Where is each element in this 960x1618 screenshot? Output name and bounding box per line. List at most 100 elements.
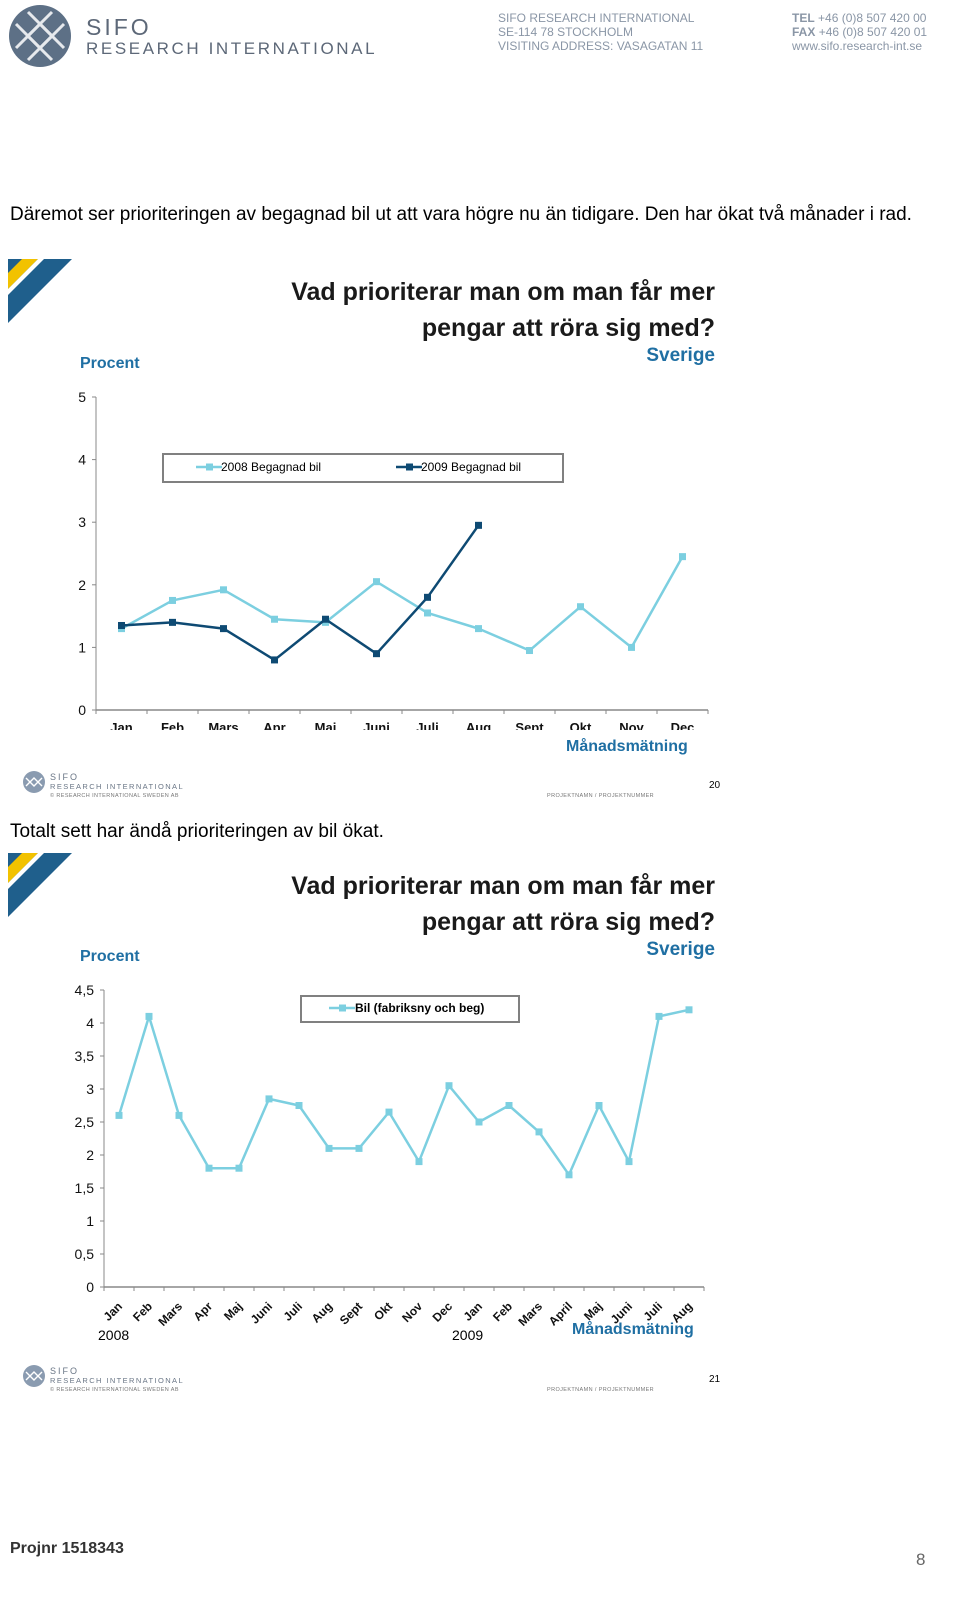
project-number: Projnr 1518343 xyxy=(10,1540,124,1557)
data-point xyxy=(220,586,227,594)
data-point xyxy=(475,521,482,529)
slide1-title-line1: Vad prioriterar man om man får mer xyxy=(291,278,715,306)
data-point xyxy=(595,1102,603,1109)
x-tick-label: Okt xyxy=(371,1299,395,1323)
data-point xyxy=(565,1171,573,1179)
slide1-x-label: Månadsmätning xyxy=(566,738,688,755)
y-tick-label: 0 xyxy=(86,1279,94,1295)
slide2-chart: 00,511,522,533,544,5 Jan Feb Mars Apr Maj Jun… xyxy=(75,982,705,1329)
x-tick-label: April xyxy=(546,1299,575,1328)
x-tick-label: Jan xyxy=(110,720,132,730)
y-tick-label: 4 xyxy=(86,1015,94,1031)
x-tick-label: Jan xyxy=(101,1299,126,1324)
x-tick-label: Jan xyxy=(461,1299,486,1324)
data-point xyxy=(535,1128,543,1136)
x-tick-label: Mars xyxy=(155,1299,185,1329)
data-point xyxy=(169,618,176,626)
legend-label-2009: 2009 Begagnad bil xyxy=(421,460,522,474)
fax-line: FAX +46 (0)8 507 420 01 xyxy=(792,25,927,40)
footer1-company: SIFO xyxy=(50,772,80,782)
logo-line2: RESEARCH INTERNATIONAL xyxy=(86,39,378,58)
tel-line: TEL +46 (0)8 507 420 00 xyxy=(792,11,926,26)
footer2-company2: RESEARCH INTERNATIONAL xyxy=(50,1376,185,1385)
x-tick-label: Juli xyxy=(416,720,438,730)
x-tick-label: Feb xyxy=(490,1299,515,1324)
data-point xyxy=(526,647,533,655)
slide1-chart: 0 1 2 3 4 5 Jan Feb Mars Apr Maj Juni Juli Aug Sept Ok… xyxy=(78,389,709,730)
data-point xyxy=(424,593,431,601)
footer2-project: PROJEKTNAMN / PROJEKTNUMMER xyxy=(547,1387,655,1393)
corner-flag-icon xyxy=(8,853,72,917)
y-tick-label: 0,5 xyxy=(75,1246,95,1262)
y-tick-label: 2 xyxy=(78,577,86,593)
data-point xyxy=(628,643,635,651)
fax-number: +46 (0)8 507 420 01 xyxy=(818,25,928,39)
x-tick-label: Apr xyxy=(191,1299,216,1324)
data-point xyxy=(145,1012,153,1020)
series-line-1 xyxy=(120,556,684,652)
x-tick-label: Okt xyxy=(570,720,592,730)
tel-label: TEL xyxy=(792,11,815,25)
slide2-year-2008: 2008 xyxy=(98,1327,130,1343)
data-point xyxy=(322,615,329,623)
y-tick-label: 1 xyxy=(78,639,86,655)
x-tick-label: Sept xyxy=(337,1299,365,1327)
footer1-project: PROJEKTNAMN / PROJEKTNUMMER xyxy=(547,793,655,799)
data-point xyxy=(385,1108,393,1116)
y-tick-label: 4 xyxy=(78,452,86,468)
x-tick-label: Apr xyxy=(263,720,285,730)
y-tick-label: 0 xyxy=(78,702,86,718)
data-point xyxy=(355,1144,363,1152)
y-tick-label: 1,5 xyxy=(75,1180,95,1196)
data-point xyxy=(625,1158,633,1166)
data-point xyxy=(220,625,227,633)
slide1-page-number: 20 xyxy=(709,780,721,791)
intro-paragraph-1: Däremot ser prioriteringen av begagnad b… xyxy=(10,204,912,225)
visiting-address: VISITING ADDRESS: VASAGATAN 11 xyxy=(498,39,704,53)
x-tick-label: Dec xyxy=(671,720,695,730)
x-tick-label: Maj xyxy=(315,720,337,730)
fax-label: FAX xyxy=(792,25,816,39)
website-link[interactable]: www.sifo.research-int.se xyxy=(792,39,923,53)
data-point xyxy=(505,1102,513,1109)
postal-address: SE-114 78 STOCKHOLM xyxy=(498,25,633,39)
data-point xyxy=(295,1102,303,1109)
footer-logo-icon xyxy=(23,771,45,793)
company-name: SIFO RESEARCH INTERNATIONAL xyxy=(498,11,695,25)
data-point xyxy=(115,1111,123,1119)
x-tick-label: Juli xyxy=(281,1299,306,1324)
data-point xyxy=(655,1012,663,1020)
slide2-legend: Bil (fabriksny och beg) xyxy=(300,995,520,1023)
slide2-y-unit: Procent xyxy=(80,948,140,965)
data-point xyxy=(118,621,125,629)
x-tick-label: Juni xyxy=(363,720,390,730)
x-tick-label: Feb xyxy=(130,1299,155,1324)
y-tick-label: 3 xyxy=(86,1081,94,1097)
data-point xyxy=(577,603,584,611)
x-tick-label: Dec xyxy=(430,1299,456,1325)
y-tick-label: 3 xyxy=(78,514,86,530)
data-point xyxy=(325,1144,333,1152)
x-tick-label: Nov xyxy=(399,1299,425,1325)
x-tick-label: Juni xyxy=(248,1299,275,1326)
data-point xyxy=(685,1006,693,1014)
x-tick-label: Feb xyxy=(161,720,184,730)
legend-swatch-bil xyxy=(329,1004,355,1012)
slide1-region: Sverige xyxy=(646,345,715,366)
data-point xyxy=(445,1082,453,1090)
footer2-company: SIFO xyxy=(50,1366,80,1376)
slide2-title-line2: pengar att röra sig med? xyxy=(421,908,715,936)
data-point xyxy=(424,609,431,617)
footer2-copyright: © RESEARCH INTERNATIONAL SWEDEN AB xyxy=(50,1387,179,1393)
x-tick-label: Aug xyxy=(309,1299,335,1325)
legend-swatch-2008 xyxy=(196,463,222,471)
y-tick-label: 2,5 xyxy=(75,1114,95,1130)
slide2-year-2009: 2009 xyxy=(452,1327,484,1343)
footer1-copyright: © RESEARCH INTERNATIONAL SWEDEN AB xyxy=(50,793,179,799)
slide2-x-label: Månadsmätning xyxy=(572,1321,694,1338)
data-point xyxy=(373,578,380,586)
logo-line1: SIFO xyxy=(86,14,152,40)
corner-flag-icon xyxy=(8,259,72,323)
y-tick-label: 5 xyxy=(78,389,86,405)
x-tick-label: Mars xyxy=(208,720,238,730)
